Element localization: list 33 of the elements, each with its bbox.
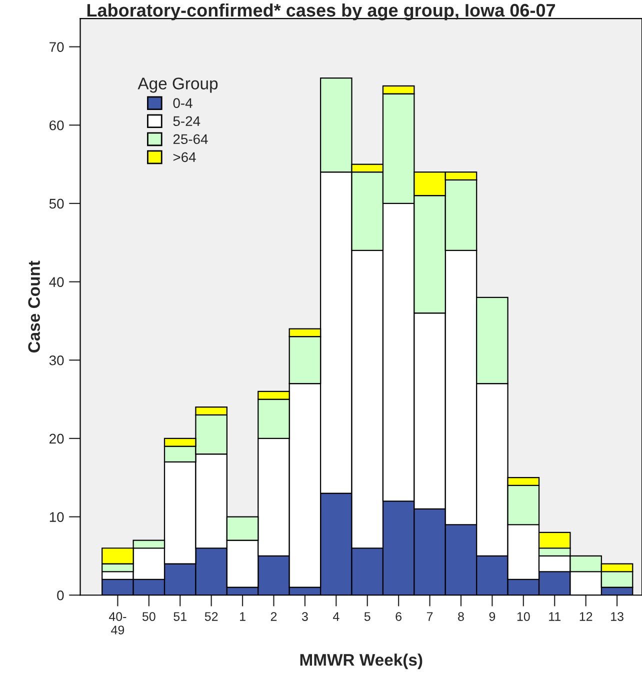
x-tick-label: 3 — [302, 612, 308, 621]
x-tick-label: 9 — [489, 612, 496, 621]
legend-label: >64 — [173, 152, 196, 162]
y-tick-label: 50 — [49, 198, 64, 209]
x-tick-label: 40- 49 — [108, 612, 126, 634]
x-tick-label: 6 — [396, 612, 402, 621]
x-tick-label: 2 — [270, 612, 277, 621]
legend-label: 25-64 — [173, 134, 208, 144]
y-axis-title: Case Count — [28, 260, 40, 352]
y-tick-label: 0 — [57, 590, 64, 600]
x-tick-label: 51 — [174, 612, 186, 621]
legend-label: 0-4 — [173, 98, 192, 108]
y-tick-label: 70 — [50, 42, 64, 52]
x-tick-label: 4 — [332, 612, 340, 621]
x-tick-label: 50 — [142, 612, 156, 621]
x-tick-label: 11 — [549, 612, 560, 621]
x-tick-label: 7 — [426, 612, 433, 621]
legend-label: 5-24 — [173, 116, 200, 126]
y-tick-label: 20 — [50, 434, 64, 444]
legend-title: Age Group — [138, 78, 218, 93]
y-tick-label: 30 — [49, 355, 64, 366]
x-tick-label: 52 — [204, 612, 218, 621]
x-tick-label: 10 — [517, 612, 530, 621]
y-tick-label: 60 — [50, 120, 64, 130]
y-tick-label: 10 — [50, 512, 64, 522]
chart-title: Laboratory-confirmed* cases by age group, Iowa 06-07 — [87, 3, 556, 20]
y-tick-label: 40 — [49, 277, 64, 287]
x-tick-label: 5 — [364, 612, 370, 621]
x-tick-label: 8 — [458, 612, 464, 621]
x-tick-label: 13 — [611, 612, 624, 621]
x-tick-label: 1 — [240, 612, 246, 621]
x-tick-label: 12 — [580, 612, 592, 621]
x-axis-title: MMWR Week(s) — [300, 654, 422, 670]
